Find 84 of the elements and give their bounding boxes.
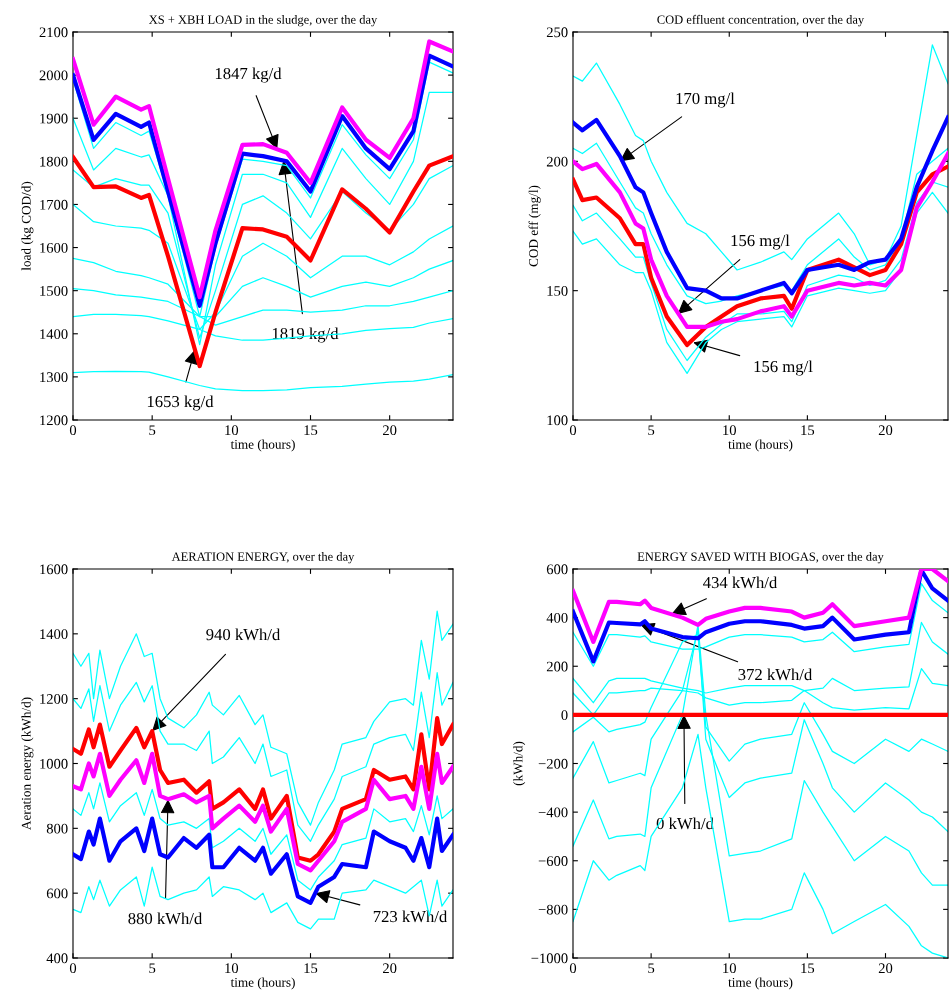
y-tick-label: 250 xyxy=(546,27,568,38)
x-tick-label: 5 xyxy=(648,963,655,974)
chart-title: COD effluent concentration, over the day xyxy=(657,14,865,27)
annotation: 434 kWh/d xyxy=(703,576,778,589)
x-tick-label: 15 xyxy=(801,963,815,974)
line-series xyxy=(573,151,948,329)
y-tick-label: 2000 xyxy=(39,70,68,81)
y-tick-label: 1200 xyxy=(40,415,68,426)
y-tick-label: 1700 xyxy=(40,199,68,210)
line-series xyxy=(73,672,453,842)
x-tick-label: 15 xyxy=(304,963,318,974)
y-axis-title: COD eff (mg/l) xyxy=(528,185,541,267)
annotation: 1653 kg/d xyxy=(147,395,214,411)
x-tick-label: 5 xyxy=(149,963,156,974)
annotation: 372 kWh/d xyxy=(738,668,813,681)
y-tick-label: −400 xyxy=(538,807,568,818)
line-series xyxy=(73,154,453,369)
y-tick-label: 1600 xyxy=(40,242,68,253)
x-tick-label: 10 xyxy=(225,425,239,436)
annotation: 156 mg/l xyxy=(731,234,790,250)
y-tick-label: 1800 xyxy=(40,156,68,167)
x-tick-label: 20 xyxy=(383,963,397,974)
line-series xyxy=(73,716,453,863)
x-tick-label: 10 xyxy=(723,425,736,436)
line-series xyxy=(73,610,453,826)
line-series xyxy=(573,115,948,301)
annotation: 170 mg/l xyxy=(676,92,735,108)
y-tick-label: −200 xyxy=(538,758,568,769)
y-tick-label: −800 xyxy=(538,904,568,915)
y-tick-label: 1900 xyxy=(40,113,68,124)
x-tick-label: 5 xyxy=(648,425,655,436)
y-tick-label: 400 xyxy=(46,953,68,964)
x-tick-label: 10 xyxy=(225,963,239,974)
x-axis-title: time (hours) xyxy=(230,977,295,990)
y-tick-label: −600 xyxy=(538,856,568,866)
y-tick-label: 200 xyxy=(546,156,568,167)
y-tick-label: 800 xyxy=(46,823,68,834)
y-tick-label: 1400 xyxy=(40,329,68,339)
y-tick-label: 2100 xyxy=(39,27,68,38)
x-tick-label: 0 xyxy=(69,425,77,436)
x-axis-title: time (hours) xyxy=(728,977,793,990)
line-series xyxy=(73,370,453,392)
y-tick-label: 400 xyxy=(546,612,568,623)
y-tick-label: 1200 xyxy=(40,694,68,704)
chart-title: ENERGY SAVED WITH BIOGAS, over the day xyxy=(637,551,884,564)
y-tick-label: −1000 xyxy=(531,953,568,964)
x-tick-label: 0 xyxy=(569,963,577,974)
x-tick-label: 15 xyxy=(304,425,318,436)
x-axis-title: time (hours) xyxy=(230,439,295,452)
y-tick-label: 1400 xyxy=(40,629,68,640)
y-tick-label: 1500 xyxy=(40,286,68,296)
line-series xyxy=(73,751,453,873)
line-series xyxy=(73,816,453,905)
y-tick-label: 1300 xyxy=(40,372,68,383)
annotation: 940 kWh/d xyxy=(206,628,281,641)
x-tick-label: 20 xyxy=(383,425,397,436)
line-series xyxy=(73,866,453,930)
x-axis-title: time (hours) xyxy=(728,439,793,452)
y-tick-label: 600 xyxy=(546,564,568,575)
line-series xyxy=(73,782,453,891)
y-axis-title: load (kg COD/d) xyxy=(21,181,34,271)
x-tick-label: 20 xyxy=(878,963,893,974)
y-tick-label: 0 xyxy=(561,710,568,721)
x-tick-label: 10 xyxy=(723,963,736,974)
y-tick-label: 200 xyxy=(546,661,568,672)
line-series xyxy=(573,44,948,271)
annotation: 1847 kg/d xyxy=(215,67,282,83)
y-tick-label: 150 xyxy=(547,286,568,296)
y-tick-label: 100 xyxy=(547,415,568,426)
y-axis-title: Aeration energy (kWh/d) xyxy=(21,697,34,830)
y-tick-label: 1600 xyxy=(40,564,68,575)
x-tick-label: 0 xyxy=(569,425,577,436)
chart-title: AERATION ENERGY, over the day xyxy=(171,551,355,564)
y-axis-title: (kWh/d) xyxy=(513,741,526,786)
chart-title: XS + XBH LOAD in the sludge, over the day xyxy=(149,14,378,27)
y-tick-label: 1000 xyxy=(40,758,68,769)
annotation: 723 kWh/d xyxy=(373,910,448,923)
x-tick-label: 20 xyxy=(878,425,893,436)
annotation: 156 mg/l xyxy=(754,360,813,376)
x-tick-label: 5 xyxy=(149,425,156,436)
annotation: 880 kWh/d xyxy=(128,912,203,925)
x-tick-label: 15 xyxy=(801,425,815,436)
y-tick-label: 600 xyxy=(46,888,68,899)
x-tick-label: 0 xyxy=(69,963,77,974)
